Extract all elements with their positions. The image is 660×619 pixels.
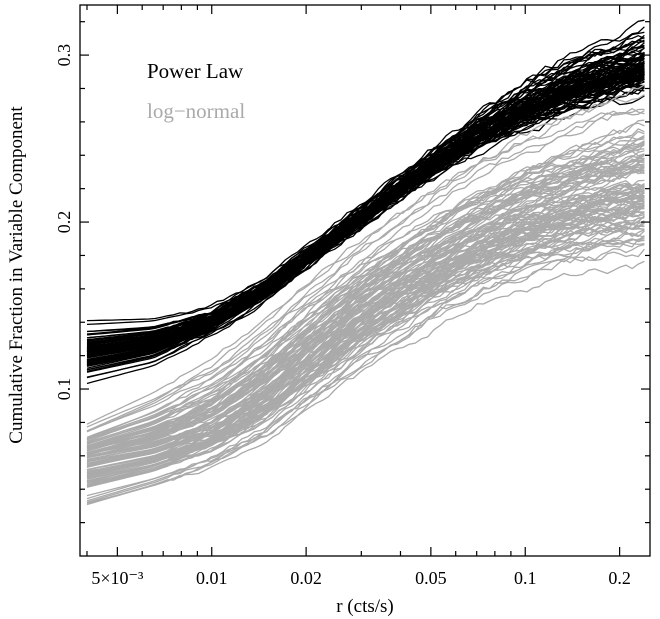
log-normal-curve [86, 159, 645, 448]
log-normal-curve [86, 150, 645, 449]
log-normal-curve [86, 192, 645, 485]
log-normal-curve [86, 192, 645, 457]
power-law-curve [86, 73, 645, 361]
legend-power-law: Power Law [147, 59, 244, 83]
x-axis-title: r (cts/s) [336, 596, 394, 617]
log-normal-curve [86, 230, 645, 502]
log-normal-curve [86, 164, 645, 441]
log-normal-curve [86, 130, 645, 438]
log-normal-curve [86, 107, 645, 433]
log-normal-curve [86, 243, 645, 506]
y-tick-label: 0.3 [54, 44, 74, 67]
y-tick-label: 0.2 [54, 211, 74, 234]
x-tick-label: 5×10⁻³ [91, 568, 144, 588]
log-normal-curve [86, 182, 645, 451]
log-normal-curve [86, 148, 645, 428]
log-normal-curve [86, 210, 645, 457]
log-normal-curve [86, 227, 645, 488]
power-law-curve [86, 84, 645, 385]
power-law-curves [86, 19, 645, 385]
tick-labels: 5×10⁻³ 0.01 0.02 0.05 0.1 0.2 0.1 0.2 0.3 [54, 44, 631, 588]
log-normal-curve [86, 191, 645, 454]
log-normal-curve [86, 260, 645, 504]
log-normal-curve [86, 94, 645, 432]
log-normal-curve [86, 84, 645, 440]
power-law-curve [86, 64, 645, 348]
power-law-curve [86, 65, 645, 353]
plot-frame [79, 4, 651, 557]
y-axis-title: Cumulative Fraction in Variable Componen… [6, 106, 27, 444]
x-tick-label: 0.2 [608, 568, 631, 588]
log-normal-curve [86, 136, 645, 446]
legend-log-normal: log−normal [147, 99, 245, 123]
log-normal-curve [86, 237, 645, 475]
log-normal-curve [86, 204, 645, 482]
x-tick-label: 0.05 [415, 568, 447, 588]
log-normal-curve [86, 169, 645, 463]
log-normal-curve [86, 166, 645, 454]
power-law-curve [86, 40, 645, 322]
log-normal-curve [86, 110, 645, 425]
power-law-curve [86, 72, 645, 371]
log-normal-curves [86, 84, 645, 506]
y-tick-label: 0.1 [54, 378, 74, 401]
x-tick-label: 0.1 [514, 568, 537, 588]
axis-ticks [80, 5, 650, 556]
log-normal-curve [86, 194, 645, 467]
log-normal-curve [86, 206, 645, 471]
power-law-curve [86, 44, 645, 339]
log-normal-curve [86, 225, 645, 480]
x-tick-label: 0.02 [290, 568, 322, 588]
log-normal-curve [86, 248, 645, 497]
log-normal-curve [86, 122, 645, 456]
x-tick-label: 0.01 [196, 568, 228, 588]
log-normal-curve [86, 150, 645, 445]
